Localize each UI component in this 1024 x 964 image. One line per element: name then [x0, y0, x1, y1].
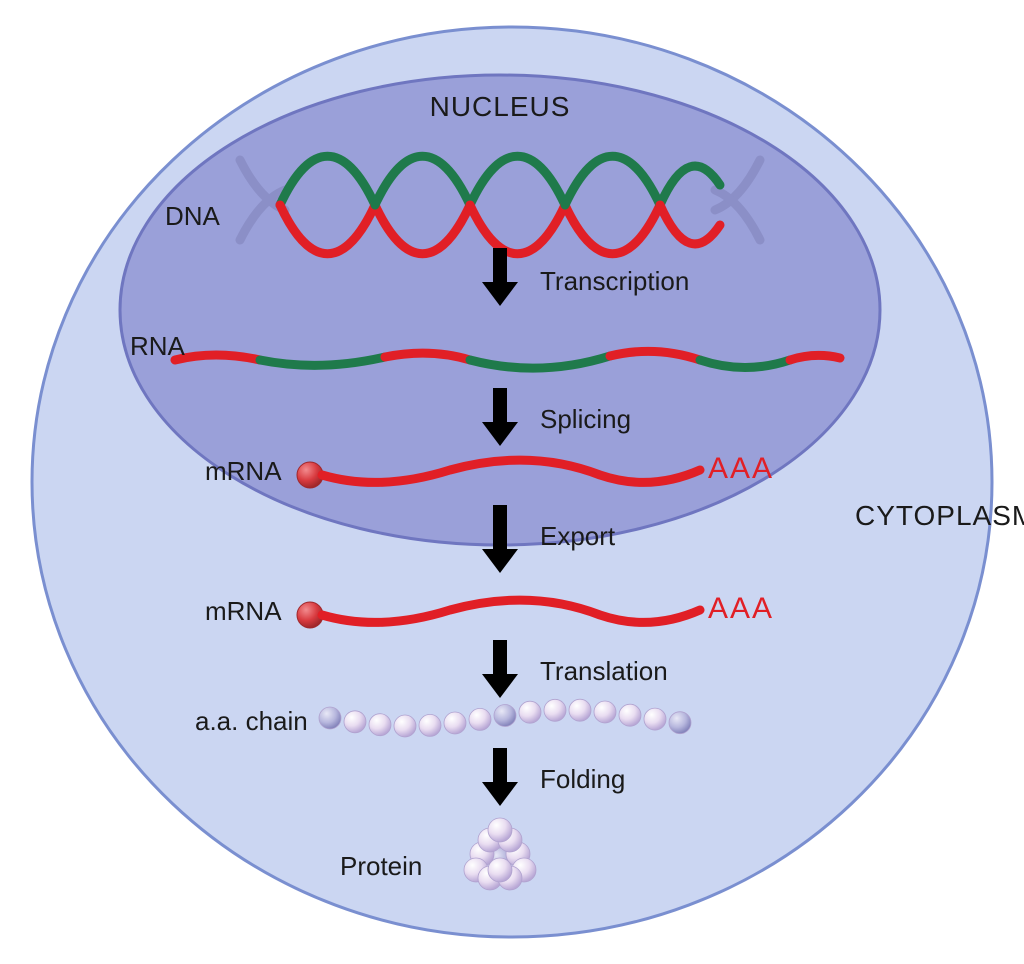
protein-label: Protein	[340, 851, 422, 881]
aa-bead	[444, 712, 466, 734]
mrna-label-2: mRNA	[205, 596, 282, 626]
mrna-label-1: mRNA	[205, 456, 282, 486]
step-transcription: Transcription	[540, 266, 689, 296]
aa-chain-label: a.a. chain	[195, 706, 308, 736]
aa-bead	[344, 711, 366, 733]
aa-bead	[319, 707, 341, 729]
nucleus-label: NUCLEUS	[430, 91, 571, 122]
aa-bead	[419, 714, 441, 736]
aa-bead	[569, 699, 591, 721]
aa-bead	[669, 712, 691, 734]
aa-bead	[594, 701, 616, 723]
step-folding: Folding	[540, 764, 625, 794]
aa-bead	[494, 705, 516, 727]
polya-1: AAA	[708, 452, 774, 485]
step-splicing: Splicing	[540, 404, 631, 434]
dna-label: DNA	[165, 201, 221, 231]
aa-bead	[619, 704, 641, 726]
protein-bead	[488, 818, 512, 842]
aa-bead	[469, 708, 491, 730]
aa-bead	[369, 714, 391, 736]
polya-2: AAA	[708, 592, 774, 625]
diagram-canvas: NUCLEUS CYTOPLASM DNA Transcription	[0, 0, 1024, 964]
protein-bead	[488, 858, 512, 882]
aa-bead	[519, 701, 541, 723]
step-export: Export	[540, 521, 616, 551]
aa-bead	[394, 715, 416, 737]
rna-label: RNA	[130, 331, 186, 361]
aa-bead	[544, 699, 566, 721]
cytoplasm-label: CYTOPLASM	[855, 500, 1024, 531]
aa-bead	[644, 708, 666, 730]
step-translation: Translation	[540, 656, 668, 686]
